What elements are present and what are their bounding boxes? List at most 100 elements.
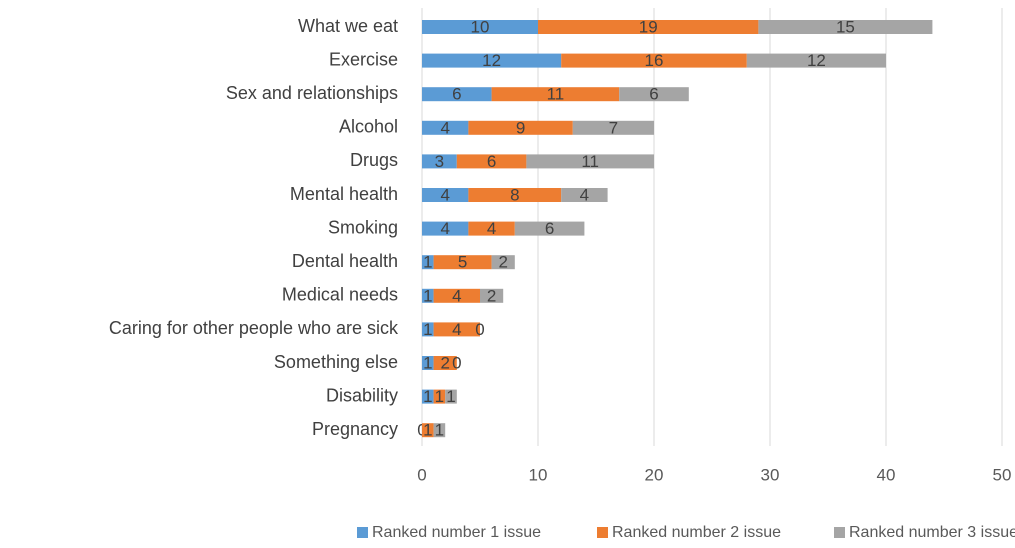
- data-label: 4: [440, 219, 449, 238]
- data-label: 4: [440, 185, 449, 204]
- data-label: 19: [639, 17, 658, 36]
- bar-segment: [619, 87, 689, 102]
- data-label: 1: [423, 353, 432, 372]
- bar-segment: [433, 255, 492, 270]
- data-label: 4: [440, 118, 449, 137]
- bar-segment: [422, 423, 434, 438]
- x-tick-label: 40: [877, 465, 896, 484]
- bar-segment: [445, 389, 457, 404]
- bar-segment: [561, 53, 747, 68]
- bar-segment: [422, 120, 469, 135]
- bar-segment: [561, 188, 608, 202]
- legend-label: Ranked number 1 issue: [372, 524, 541, 541]
- data-label: 0: [452, 353, 461, 372]
- bar-segment: [468, 188, 562, 202]
- bar-segment: [433, 288, 480, 303]
- category-label: Exercise: [329, 49, 398, 69]
- data-label: 0: [475, 320, 484, 339]
- bar-segment: [491, 255, 515, 270]
- category-label: Pregnancy: [312, 419, 398, 439]
- data-label: 1: [423, 253, 432, 272]
- category-label: Smoking: [328, 217, 398, 237]
- bar-segment: [433, 423, 446, 438]
- data-label: 1: [423, 421, 432, 440]
- data-label: 16: [645, 51, 664, 70]
- data-label: 8: [510, 185, 519, 204]
- bar-segment: [538, 20, 759, 34]
- data-label: 12: [482, 51, 501, 70]
- bar-segment: [422, 154, 457, 169]
- bar-segment: [746, 53, 886, 68]
- bar-segment: [422, 288, 434, 303]
- data-label: 1: [423, 320, 432, 339]
- data-label: 6: [487, 152, 496, 171]
- category-label: Sex and relationships: [226, 83, 398, 103]
- legend-swatch: [834, 527, 845, 538]
- bar-segment: [422, 322, 434, 337]
- bar-segment: [468, 120, 573, 135]
- data-label: 1: [423, 286, 432, 305]
- bar-segment: [422, 389, 434, 404]
- data-label: 7: [609, 118, 618, 137]
- category-label: Medical needs: [282, 285, 398, 305]
- bar-segment: [422, 87, 492, 102]
- data-label: 2: [498, 253, 507, 272]
- data-label: 3: [435, 152, 444, 171]
- x-tick-label: 10: [529, 465, 548, 484]
- data-label: 11: [581, 152, 599, 171]
- category-label: Drugs: [350, 150, 398, 170]
- bar-segment: [422, 53, 562, 68]
- data-label: 6: [545, 219, 554, 238]
- data-label: 4: [580, 185, 589, 204]
- data-label: 2: [487, 286, 496, 305]
- bar-segment: [422, 20, 538, 34]
- bar-segment: [480, 288, 504, 303]
- bar-segment: [433, 389, 446, 404]
- bar-segment: [468, 221, 515, 236]
- data-label: 1: [435, 387, 444, 406]
- bar-segment: [433, 322, 480, 337]
- bar-segment: [514, 221, 585, 236]
- bar-segment: [422, 255, 434, 270]
- category-label: Something else: [274, 352, 398, 372]
- data-label: 9: [516, 118, 525, 137]
- category-label: What we eat: [298, 16, 398, 36]
- category-label: Alcohol: [339, 117, 398, 137]
- bar-segment: [433, 356, 457, 370]
- bar-segment: [491, 87, 620, 102]
- data-label: 4: [452, 286, 461, 305]
- data-label: 1: [435, 421, 444, 440]
- data-label: 10: [471, 17, 490, 36]
- data-label: 4: [487, 219, 496, 238]
- data-label: 12: [807, 51, 826, 70]
- data-label: 1: [423, 387, 432, 406]
- x-tick-label: 0: [417, 465, 426, 484]
- bar-segment: [422, 221, 469, 236]
- data-label: 5: [458, 253, 467, 272]
- legend-label: Ranked number 3 issue: [849, 524, 1015, 541]
- category-label: Caring for other people who are sick: [109, 318, 399, 338]
- x-tick-label: 50: [993, 465, 1012, 484]
- data-label: 2: [440, 353, 449, 372]
- bar-segment: [422, 188, 469, 202]
- x-tick-label: 20: [645, 465, 664, 484]
- legend-swatch: [357, 527, 368, 538]
- data-label: 6: [649, 85, 658, 104]
- legend-label: Ranked number 2 issue: [612, 524, 781, 541]
- data-label: 4: [452, 320, 461, 339]
- bar-segment: [572, 120, 654, 135]
- data-label: 11: [547, 85, 565, 104]
- bar-segment: [758, 20, 933, 34]
- category-label: Disability: [326, 385, 398, 405]
- bar-segment: [526, 154, 654, 169]
- x-tick-label: 30: [761, 465, 780, 484]
- data-label: 6: [452, 85, 461, 104]
- legend-swatch: [597, 527, 608, 538]
- bar-segment: [422, 356, 434, 370]
- data-label: 15: [836, 17, 855, 36]
- category-label: Mental health: [290, 184, 398, 204]
- category-label: Dental health: [292, 251, 398, 271]
- bar-segment: [456, 154, 527, 169]
- data-label: 1: [446, 387, 455, 406]
